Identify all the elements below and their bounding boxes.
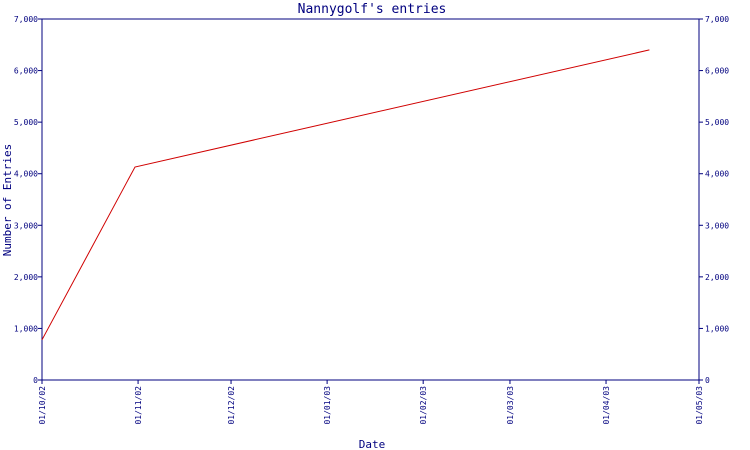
plot-frame xyxy=(41,18,700,381)
y-tick-label-right-6: 6,000 xyxy=(705,67,729,76)
y-tick-label-left-7: 7,000 xyxy=(14,15,38,24)
x-tick-label-5: 01/03/03 xyxy=(506,386,515,425)
x-tick-label-7: 01/05/03 xyxy=(695,386,704,425)
x-axis-label: Date xyxy=(359,438,386,450)
x-tick-label-2: 01/12/02 xyxy=(227,386,236,425)
y-tick-label-right-5: 5,000 xyxy=(705,118,729,127)
y-tick-label-right-4: 4,000 xyxy=(705,170,729,179)
x-axis: 01/10/02 01/11/02 01/12/02 01/01/03 01/02/03… xyxy=(38,380,704,425)
y-axis-right: 0 1,000 2,000 3,000 4,000 5,000 6,000 7,000 xyxy=(699,15,729,385)
x-tick-label-4: 01/02/03 xyxy=(419,386,428,425)
x-tick-label-0: 01/10/02 xyxy=(38,386,47,425)
x-tick-label-3: 01/01/03 xyxy=(323,386,332,425)
y-tick-label-right-1: 1,000 xyxy=(705,324,729,333)
y-axis-label: Number of Entries xyxy=(1,144,14,257)
y-tick-label-right-2: 2,000 xyxy=(705,273,729,282)
y-tick-label-left-5: 5,000 xyxy=(14,118,38,127)
series-line-0 xyxy=(41,49,650,341)
series-layer xyxy=(41,49,650,341)
y-tick-label-right-0: 0 xyxy=(705,376,710,385)
y-tick-label-left-6: 6,000 xyxy=(14,67,38,76)
y-tick-label-left-0: 0 xyxy=(33,376,38,385)
y-tick-label-left-1: 1,000 xyxy=(14,324,38,333)
y-tick-label-right-3: 3,000 xyxy=(705,221,729,230)
y-axis-left: 0 1,000 2,000 3,000 4,000 5,000 6,000 7,000 xyxy=(14,15,42,385)
x-tick-label-6: 01/04/03 xyxy=(602,386,611,425)
y-tick-label-left-2: 2,000 xyxy=(14,273,38,282)
y-tick-label-left-3: 3,000 xyxy=(14,221,38,230)
chart-title: Nannygolf's entries xyxy=(298,2,447,17)
y-tick-label-right-7: 7,000 xyxy=(705,15,729,24)
x-tick-label-1: 01/11/02 xyxy=(134,386,143,425)
y-tick-label-left-4: 4,000 xyxy=(14,170,38,179)
